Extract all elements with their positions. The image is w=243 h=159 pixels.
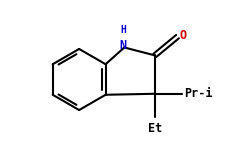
Text: H: H	[120, 25, 126, 35]
Text: O: O	[179, 29, 187, 42]
Text: Et: Et	[148, 122, 162, 135]
Text: Pr-i: Pr-i	[184, 87, 213, 100]
Text: N: N	[120, 39, 127, 52]
